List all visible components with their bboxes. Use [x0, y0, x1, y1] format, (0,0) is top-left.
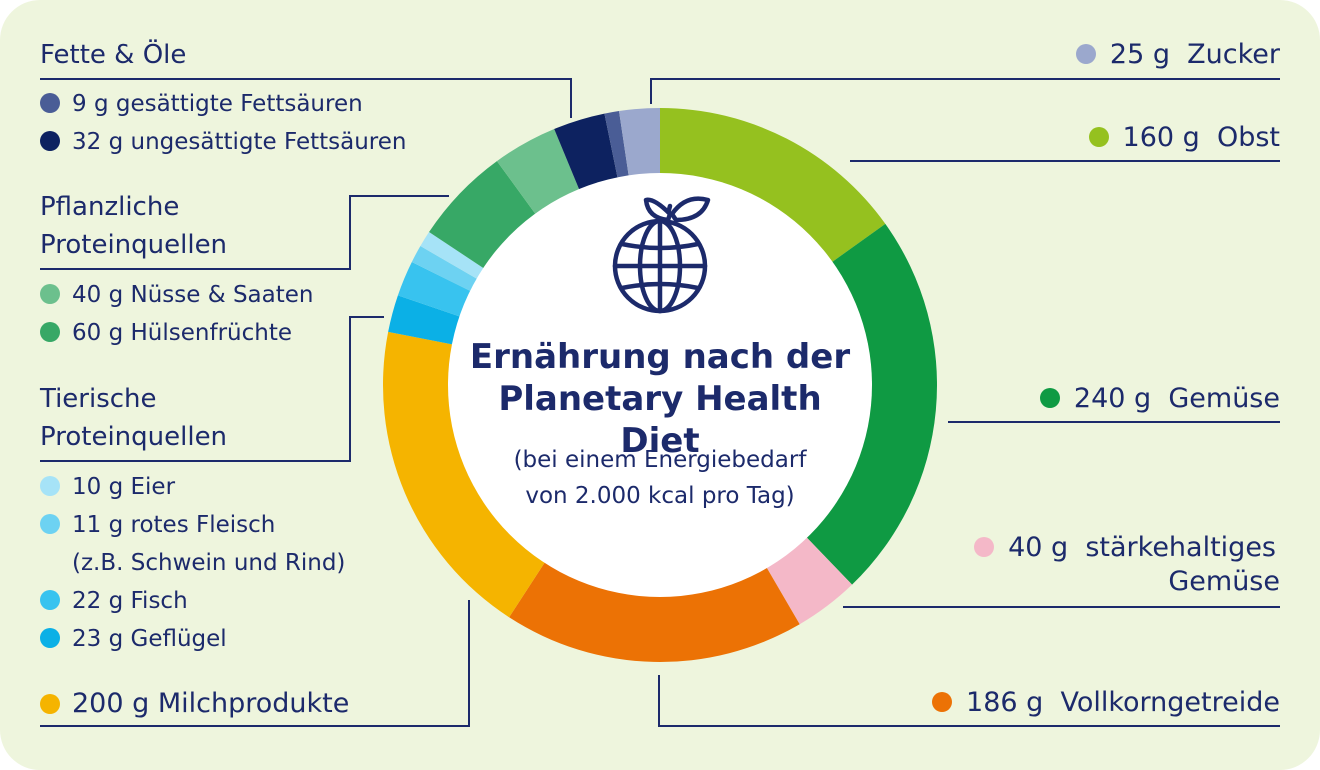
legend-item-milch: 200 g Milchprodukte [40, 685, 349, 723]
plant-line-to-ring [349, 195, 449, 197]
legend-dot [1075, 44, 1096, 64]
gemuese-line [948, 421, 1280, 423]
legend-dot [1039, 388, 1060, 408]
animal-line [40, 460, 351, 462]
vollkorn-line [658, 725, 1280, 727]
milch-line [40, 725, 470, 727]
legend-dot [40, 590, 60, 610]
legend-dot [40, 628, 60, 648]
milch-line-vertical [468, 600, 470, 727]
category-animal-protein: Tierische Proteinquellen [40, 384, 228, 452]
category-plant-protein: Pflanzliche Proteinquellen [40, 192, 228, 260]
legend-dot [932, 692, 953, 712]
legend-item-ges: 9 g gesättigte Fettsäuren [40, 89, 363, 119]
slice-zucker [619, 108, 660, 188]
legend-dot [40, 131, 60, 151]
animal-line-to-ring [349, 316, 384, 318]
legend-dot [1088, 127, 1109, 147]
globe-leaf-icon [612, 196, 711, 314]
legend-dot [40, 514, 60, 534]
slice-fleisch [411, 246, 487, 297]
slice-gefluegel [388, 295, 471, 347]
legend-item-gemuese: 240 g Gemüse [1039, 382, 1280, 416]
legend-item-vollkorn: 186 g Vollkorngetreide [932, 686, 1280, 720]
chart-title: Ernährung nach der Planetary Health Diet [469, 337, 851, 461]
animal-line-vertical [349, 316, 351, 462]
legend-item-fleisch-note: (z.B. Schwein und Rind) [72, 550, 346, 576]
legend-item-fisch: 22 g Fisch [40, 586, 188, 616]
donut-hole [448, 173, 872, 597]
zucker-line-drop [650, 78, 652, 104]
zucker-line [650, 78, 1280, 80]
slice-obst [660, 108, 886, 269]
legend-dot [40, 284, 60, 304]
legend-dot [974, 537, 995, 557]
staerke-line [843, 606, 1280, 608]
slice-eier [420, 232, 494, 285]
plant-line [40, 268, 351, 270]
legend-item-huelsen: 60 g Hülsenfrüchte [40, 318, 292, 348]
legend-item-fleisch: 11 g rotes Fleisch [40, 510, 275, 540]
obst-line [850, 160, 1280, 162]
plant-line-vertical [349, 195, 351, 270]
slice-ges [604, 111, 631, 190]
fats-line-drop [570, 78, 572, 118]
legend-dot [40, 694, 60, 714]
legend-item-eier: 10 g Eier [40, 472, 175, 502]
legend-item-staerke: 40 g stärkehaltiges Gemüse [974, 531, 1280, 599]
vollkorn-line-vertical [658, 675, 660, 727]
slice-milch [383, 331, 552, 618]
category-fats: Fette & Öle [40, 40, 187, 70]
legend-dot [40, 322, 60, 342]
legend-dot [40, 93, 60, 113]
chart-subtitle: (bei einem Energiebedarf von 2.000 kcal … [513, 447, 807, 509]
slice-unges [554, 113, 620, 201]
legend-item-zucker: 25 g Zucker [1075, 38, 1280, 72]
legend-item-unges: 32 g ungesättigte Fettsäuren [40, 127, 406, 157]
legend-item-obst: 160 g Obst [1088, 121, 1280, 155]
legend-dot [40, 476, 60, 496]
slice-fisch [397, 261, 481, 321]
legend-item-gefluegel: 23 g Geflügel [40, 624, 227, 654]
legend-item-nuesse: 40 g Nüsse & Saaten [40, 280, 314, 310]
fats-line [40, 78, 572, 80]
